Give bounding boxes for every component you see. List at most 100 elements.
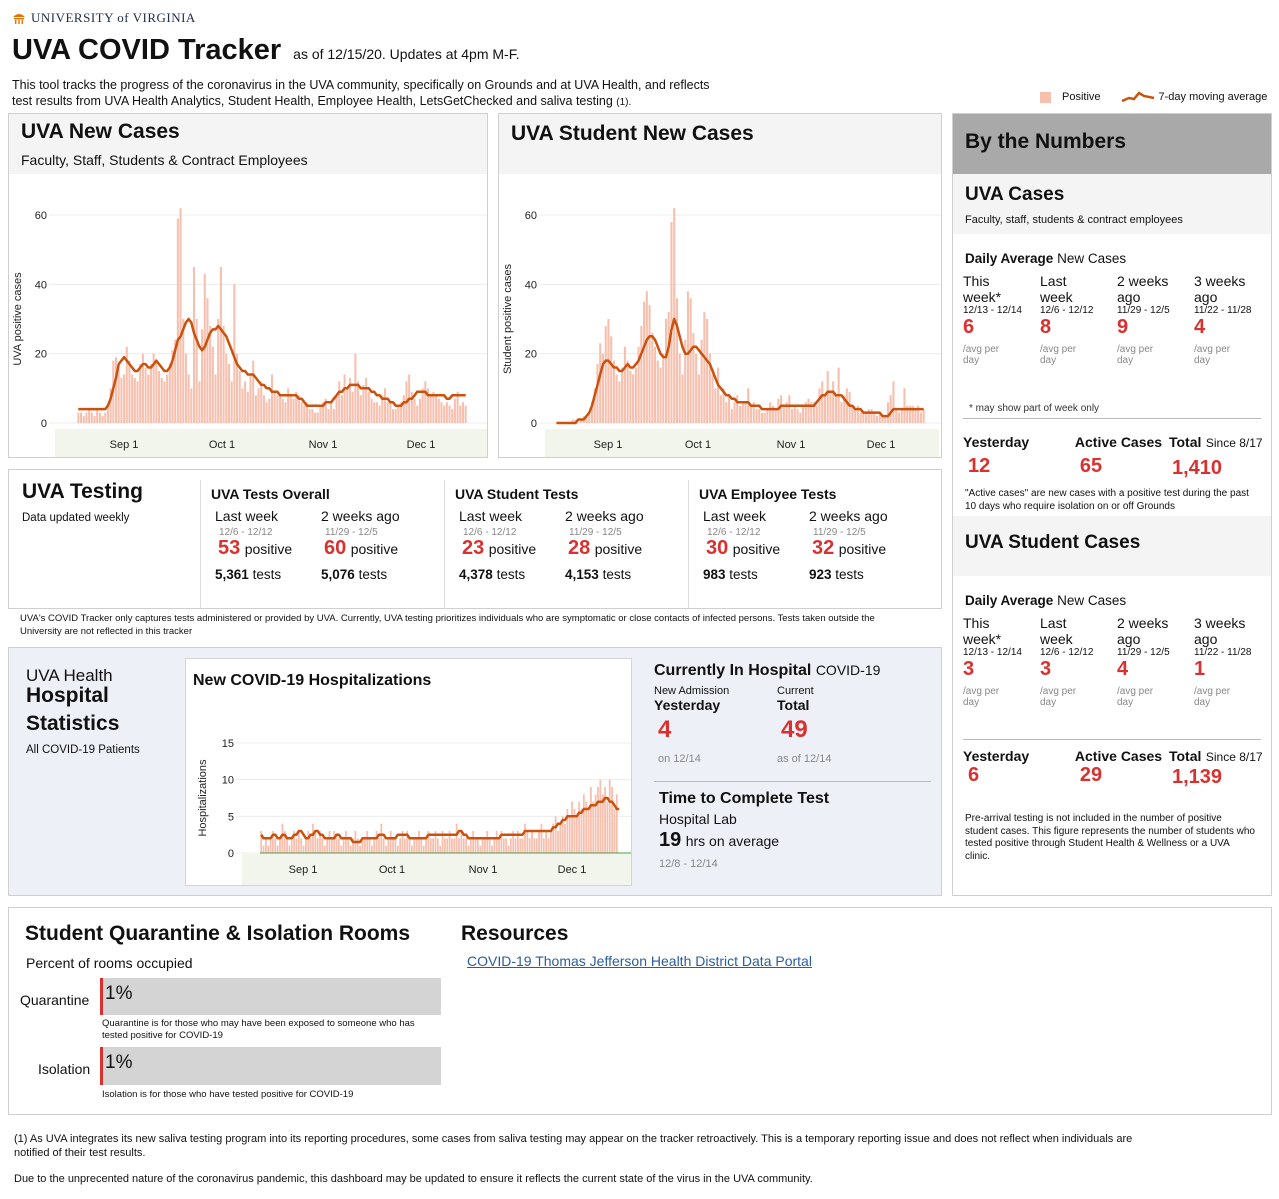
panel-title: UVA New Cases xyxy=(21,120,180,143)
bar xyxy=(120,377,123,423)
bar xyxy=(472,831,475,853)
bar xyxy=(300,838,303,853)
bar xyxy=(435,395,438,423)
bar xyxy=(561,816,564,853)
uva-total-value: 1,410 xyxy=(1171,457,1223,479)
bar xyxy=(608,779,611,853)
bar xyxy=(182,319,185,423)
quarantine-subtitle: Percent of rooms occupied xyxy=(26,955,193,971)
bar xyxy=(524,823,526,853)
bar xyxy=(484,838,486,853)
uva-new-cases-chart: 0 20 40 60 UVA positive cases Sep 1 Oct 1 Nov 1… xyxy=(12,208,487,457)
bar xyxy=(914,409,917,423)
bar xyxy=(653,346,657,423)
student-avg-2-weeks: 4 xyxy=(1117,658,1129,680)
isolation-note: Isolation is for those who have tested p… xyxy=(102,1089,354,1100)
divider xyxy=(963,739,1261,740)
bar xyxy=(769,402,772,423)
bar xyxy=(443,405,446,423)
testing-group-divider xyxy=(200,480,201,608)
testing-group-title: UVA Student Tests xyxy=(455,486,579,502)
bar xyxy=(804,402,807,423)
quarantine-bar: 1% xyxy=(100,978,441,1015)
uva-testing-panel: UVA Testing Data updated weekly UVA Test… xyxy=(8,469,942,609)
bar xyxy=(93,416,96,423)
logo-text: UNIVERSITY of VIRGINIA xyxy=(31,10,196,25)
bar xyxy=(413,838,416,853)
bar xyxy=(85,412,88,423)
bar xyxy=(823,395,827,423)
bar xyxy=(106,405,109,423)
testing-group-divider xyxy=(444,480,445,608)
bar xyxy=(832,381,835,423)
bar xyxy=(903,388,906,423)
bar xyxy=(793,405,796,423)
bar xyxy=(911,405,914,423)
bar xyxy=(662,353,665,423)
bar xyxy=(845,388,848,423)
x-axis-band xyxy=(55,429,487,457)
bar xyxy=(613,809,616,853)
bar xyxy=(366,831,369,853)
bar xyxy=(415,838,418,853)
bar xyxy=(597,787,599,853)
bar xyxy=(535,838,538,853)
bar xyxy=(230,381,233,423)
bar xyxy=(387,838,390,853)
bar xyxy=(268,398,271,423)
last-week-tests-value: 5,361 xyxy=(215,567,249,582)
bar xyxy=(446,838,449,853)
footer-note: (1) As UVA integrates its new saliva tes… xyxy=(14,1133,1133,1185)
bar xyxy=(351,391,354,423)
bar xyxy=(314,412,317,423)
bar xyxy=(448,831,451,853)
bar xyxy=(332,409,335,423)
bar xyxy=(618,381,621,423)
bar xyxy=(862,412,865,423)
bar xyxy=(502,838,505,853)
bar xyxy=(295,838,298,853)
bar xyxy=(425,838,427,853)
bar xyxy=(659,367,662,423)
bar xyxy=(580,809,583,853)
bar xyxy=(588,412,591,423)
bar xyxy=(895,409,898,423)
testing-group: UVA Student Tests Last week 12/6 - 12/12 23… xyxy=(455,486,690,582)
bar xyxy=(368,838,371,853)
student-avg-this-week: 3 xyxy=(963,658,975,680)
bar xyxy=(670,221,673,423)
uva-avg-this-week: 6 xyxy=(963,316,975,338)
bar xyxy=(174,339,177,423)
bar xyxy=(575,816,578,853)
testing-subtitle: Data updated weekly xyxy=(22,512,130,524)
uva-student-cases-chart: 0 20 40 60 Student positive cases Sep 1 Oct 1 N… xyxy=(502,208,941,457)
moving-average-line xyxy=(260,796,620,844)
bar xyxy=(206,298,209,423)
bar xyxy=(402,395,405,423)
bar xyxy=(749,405,753,423)
daily-average-heading: Daily Average New Cases xyxy=(965,251,1127,266)
quarantine-title: Student Quarantine & Isolation Rooms xyxy=(25,922,411,945)
tjhd-data-portal-link[interactable]: COVID-19 Thomas Jefferson Health Distric… xyxy=(467,953,812,969)
bar xyxy=(292,398,295,423)
hospitalizations-chart-card: New COVID-19 Hospitalizations 0 5 10 15 Hosp… xyxy=(185,658,632,886)
pre-arrival-note: Pre-arrival testing is not included in t… xyxy=(965,813,1255,862)
uva-student-cases-panel: UVA Student New Cases 0 20 40 60 Student pos… xyxy=(498,113,942,458)
bar xyxy=(599,779,602,853)
bar xyxy=(854,409,857,423)
avg-legend-swatch xyxy=(1121,91,1154,103)
bar xyxy=(321,838,324,853)
bar xyxy=(596,364,599,423)
bar xyxy=(763,412,766,423)
bar xyxy=(264,838,267,853)
bar xyxy=(359,845,361,853)
bar xyxy=(335,395,338,423)
bar xyxy=(389,402,392,423)
bar xyxy=(326,838,329,853)
two-weeks-positive-value: 60 xyxy=(324,537,347,559)
bar xyxy=(465,838,467,853)
bar xyxy=(322,402,325,423)
daily-average-heading: Daily Average New Cases xyxy=(965,593,1127,608)
bar xyxy=(897,412,901,423)
testing-group-divider xyxy=(688,480,689,608)
